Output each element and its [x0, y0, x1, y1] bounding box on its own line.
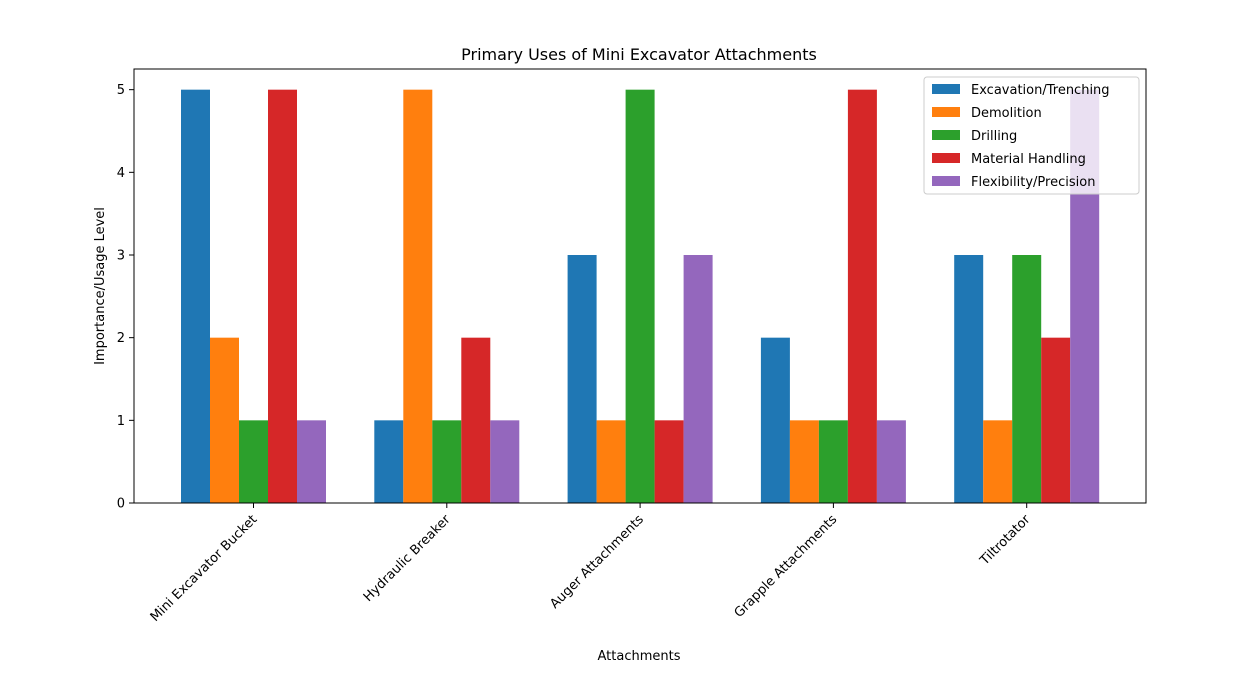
- legend-swatch: [932, 153, 960, 163]
- bar: [432, 420, 462, 503]
- bar: [1041, 337, 1071, 503]
- bar: [818, 420, 848, 503]
- bar: [268, 89, 297, 504]
- bar: [954, 255, 984, 503]
- bar: [210, 337, 239, 503]
- bar: [1012, 255, 1042, 503]
- y-tick-label: 1: [117, 414, 125, 429]
- bar: [625, 89, 655, 504]
- legend-swatch: [932, 130, 960, 140]
- bar: [181, 89, 210, 504]
- bar: [374, 420, 404, 503]
- bar: [683, 255, 713, 503]
- y-tick-label: 0: [117, 497, 125, 512]
- y-tick-label: 2: [117, 331, 125, 346]
- y-axis: 0 1 2 3 4 5: [117, 83, 134, 512]
- legend-label: Flexibility/Precision: [971, 175, 1095, 190]
- legend-swatch: [932, 107, 960, 117]
- bar: [490, 420, 520, 503]
- y-tick-label: 5: [117, 83, 125, 98]
- legend-label: Demolition: [971, 106, 1042, 121]
- bar: [654, 420, 684, 503]
- x-axis-label: Attachments: [598, 649, 681, 664]
- bar: [983, 420, 1013, 503]
- bar: [596, 420, 626, 503]
- bar: [789, 420, 819, 503]
- legend-label: Excavation/Trenching: [971, 83, 1110, 98]
- bar: [297, 420, 326, 503]
- y-tick-label: 3: [117, 249, 125, 264]
- chart-title: Primary Uses of Mini Excavator Attachmen…: [461, 45, 817, 64]
- legend: Excavation/Trenching Demolition Drilling Ma…: [923, 76, 1140, 195]
- bar: [461, 337, 491, 503]
- legend-swatch: [932, 84, 960, 94]
- bar: [239, 420, 268, 503]
- bar: [760, 337, 790, 503]
- legend-label: Drilling: [971, 129, 1017, 144]
- legend-swatch: [932, 176, 960, 186]
- legend-label: Material Handling: [971, 152, 1086, 167]
- bar: [567, 255, 597, 503]
- bar: [876, 420, 906, 503]
- bars-group: [181, 89, 1100, 504]
- bar: [403, 89, 433, 504]
- bar: [847, 89, 877, 504]
- y-axis-label: Importance/Usage Level: [93, 207, 108, 365]
- y-tick-label: 4: [117, 166, 125, 181]
- legend-box: [923, 76, 1140, 195]
